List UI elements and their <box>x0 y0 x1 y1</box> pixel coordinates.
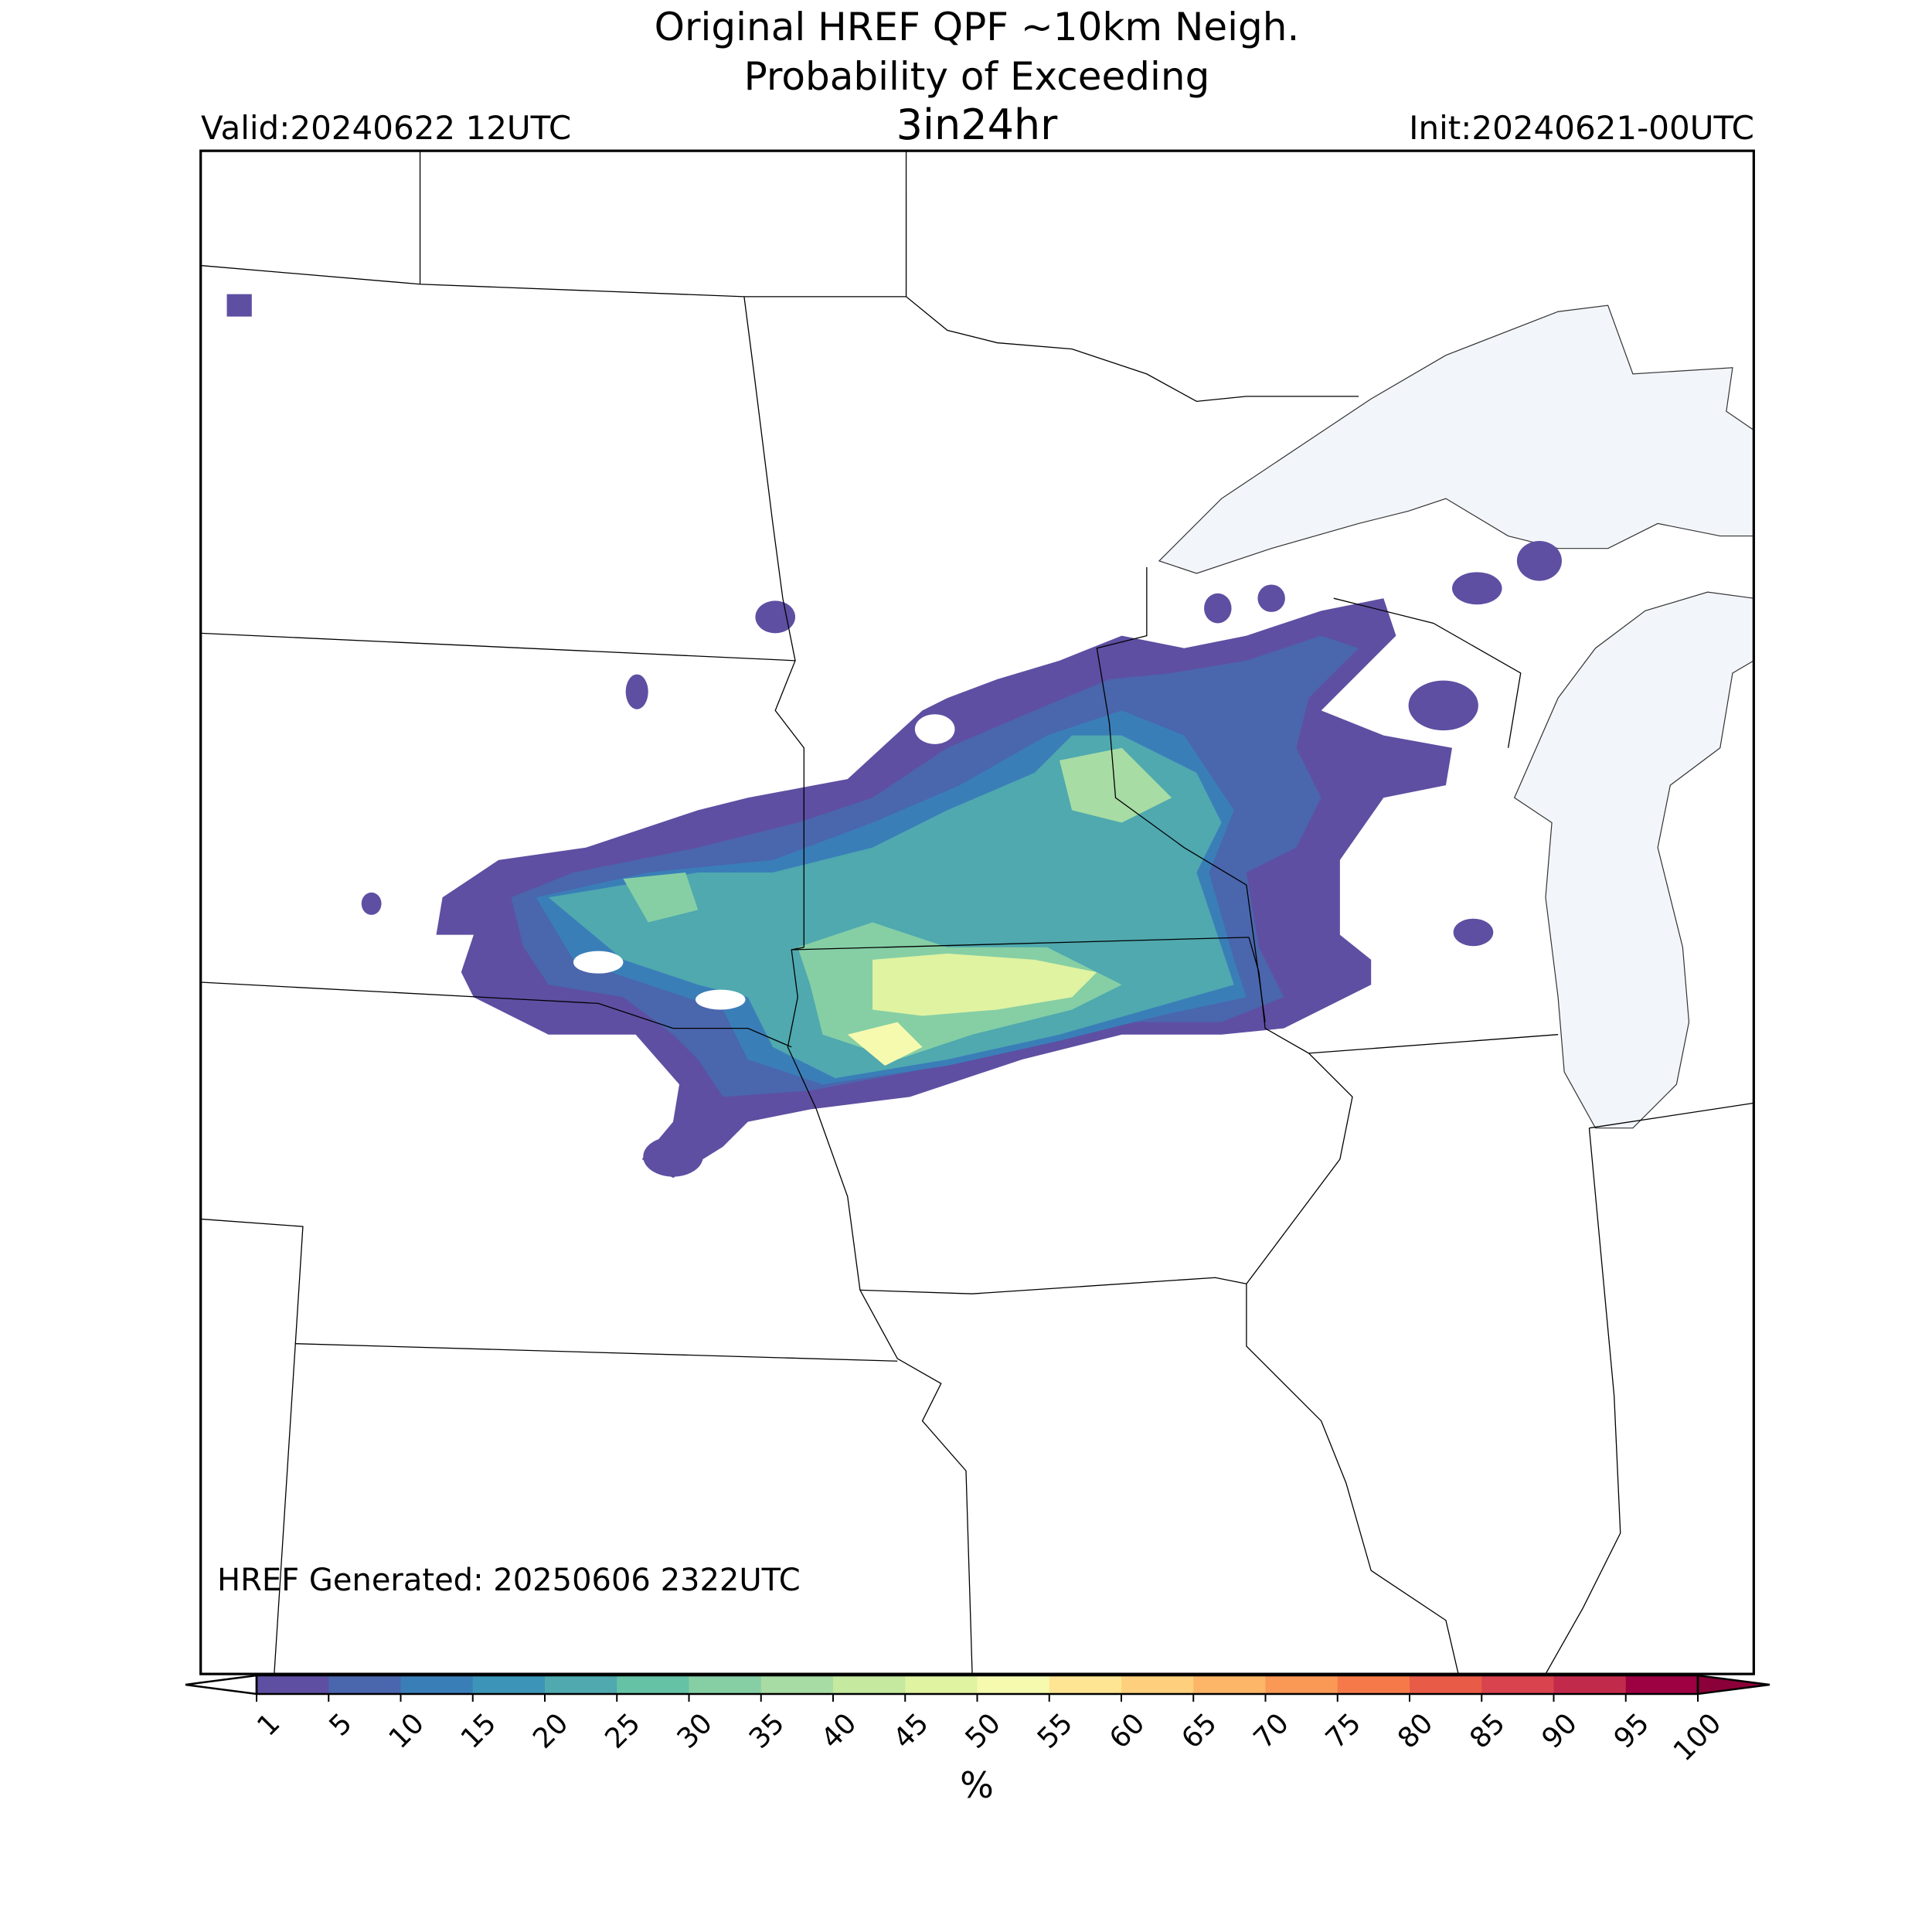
precip-gap <box>914 714 955 744</box>
precip-area <box>1453 918 1494 947</box>
colorbar-tick-label: 80 <box>1392 1707 1439 1754</box>
colorbar-tick-label: 95 <box>1608 1707 1655 1754</box>
precip-area <box>623 872 699 923</box>
precip-area <box>625 674 648 709</box>
precip-area <box>847 1022 923 1066</box>
precip-gap <box>695 989 746 1010</box>
colorbar-tick-label: 35 <box>743 1707 791 1754</box>
precip-field <box>226 294 1562 1179</box>
precip-area <box>643 1136 703 1177</box>
colorbar-tick-label: 15 <box>455 1707 502 1754</box>
colorbar-bin <box>833 1675 906 1694</box>
precip-area <box>1516 540 1562 581</box>
colorbar-label: % <box>960 1764 994 1806</box>
colorbar-tick-label: 100 <box>1668 1707 1728 1767</box>
colorbar-tick-label: 50 <box>960 1707 1007 1754</box>
lake-michigan <box>1515 592 1754 1128</box>
colorbar-bin <box>1410 1675 1482 1694</box>
colorbar-extend-under <box>185 1674 258 1696</box>
colorbar-tick-label: 75 <box>1320 1707 1367 1754</box>
colorbar-bin <box>1625 1675 1699 1694</box>
colorbar-bin <box>689 1675 762 1694</box>
colorbar-tick-label: 25 <box>599 1707 646 1754</box>
colorbar-bin <box>400 1675 474 1694</box>
map <box>199 149 1755 1675</box>
colorbar-bin <box>1553 1675 1627 1694</box>
colorbar-tick-label: 65 <box>1175 1707 1223 1754</box>
colorbar-tick-label: 60 <box>1104 1707 1151 1754</box>
colorbar-bin <box>905 1675 978 1694</box>
precip-area <box>226 294 252 317</box>
colorbar-bin <box>1481 1675 1554 1694</box>
colorbar-extend-over <box>1696 1674 1770 1696</box>
colorbar-tick-label: 1 <box>251 1707 286 1742</box>
lake-superior <box>1159 305 1754 573</box>
colorbar-bin <box>977 1675 1050 1694</box>
precip-area <box>1059 747 1172 823</box>
colorbar: 1 5 10 15 20 25 30 35 40 45 50 55 60 65 70 75 80 85 90 95 10… <box>185 1674 1770 1767</box>
colorbar-tick-label: 45 <box>887 1707 934 1754</box>
colorbar-bin <box>617 1675 689 1694</box>
colorbar-tick-label: 5 <box>324 1707 359 1742</box>
colorbar-bin <box>545 1675 617 1694</box>
colorbar-bin <box>1193 1675 1266 1694</box>
precip-area <box>361 892 382 915</box>
colorbar-bin <box>1049 1675 1122 1694</box>
precip-area <box>1408 680 1478 731</box>
title-line: Probability of Exceeding <box>744 54 1210 99</box>
borders <box>201 151 1754 1674</box>
colorbar-tick-label: 55 <box>1032 1707 1079 1754</box>
colorbar-bin <box>1121 1675 1194 1694</box>
colorbar-tick-label: 70 <box>1248 1707 1295 1754</box>
footnote: HREF Generated: 20250606 2322UTC <box>217 1563 801 1598</box>
colorbar-tick-label: 40 <box>815 1707 862 1754</box>
colorbar-bin <box>328 1675 401 1694</box>
precip-area <box>872 953 1097 1016</box>
colorbar-bin <box>472 1675 546 1694</box>
colorbar-bin <box>1337 1675 1410 1694</box>
threshold: 3in24hr <box>896 100 1059 149</box>
precip-area <box>1204 593 1232 624</box>
colorbar-tick-label: 90 <box>1536 1707 1583 1754</box>
precip-area <box>1257 584 1285 612</box>
colorbar-tick-label: 20 <box>527 1707 574 1754</box>
colorbar-bin <box>257 1675 329 1694</box>
title-line: Original HREF QPF ~10km Neigh. <box>655 5 1300 49</box>
colorbar-tick-label: 30 <box>672 1707 719 1754</box>
map-frame <box>199 149 1755 1675</box>
precip-area <box>1452 572 1502 605</box>
colorbar-bin <box>1265 1675 1338 1694</box>
precip-gap <box>573 951 624 974</box>
init-time: Init:20240621-00UTC <box>1409 109 1754 147</box>
colorbar-tick-label: 10 <box>383 1707 430 1754</box>
colorbar-tick-label: 85 <box>1464 1707 1511 1754</box>
colorbar-bin <box>760 1675 834 1694</box>
valid-time: Valid:20240622 12UTC <box>201 109 571 147</box>
